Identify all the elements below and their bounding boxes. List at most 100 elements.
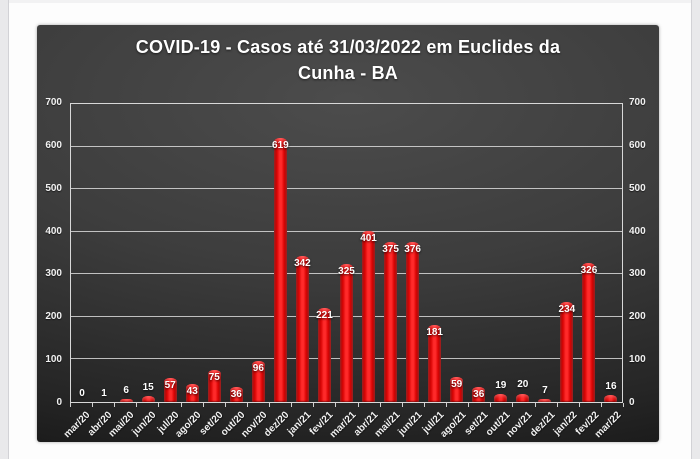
x-axis-tick (246, 403, 248, 407)
chart-title-line2: Cunha - BA (298, 63, 398, 83)
y-axis-label-left: 300 (45, 268, 62, 280)
bar-value-label: 43 (186, 385, 198, 397)
bar-value-label: 57 (164, 379, 176, 391)
y-axis-label-right: 400 (629, 225, 646, 237)
bar (472, 386, 486, 402)
bar-value-label: 375 (382, 244, 399, 256)
chart-title: COVID-19 - Casos até 31/03/2022 em Eucli… (37, 34, 659, 86)
bar (317, 307, 331, 402)
y-axis-label-left: 100 (45, 354, 62, 366)
x-axis-tick (224, 403, 226, 407)
bar (119, 399, 133, 402)
chart-frame: COVID-19 - Casos até 31/03/2022 em Eucli… (37, 25, 659, 442)
y-axis-label-right: 700 (629, 97, 646, 108)
y-axis-label-right: 100 (629, 354, 646, 366)
y-axis-label-left: 200 (45, 311, 62, 323)
x-axis-tick (357, 403, 359, 407)
page-edge-top (9, 0, 691, 3)
bar-value-label: 401 (360, 233, 377, 245)
y-axis-label-right: 200 (629, 311, 646, 323)
x-axis-tick (379, 403, 381, 407)
y-axis-label-right: 500 (629, 182, 646, 194)
bar (450, 376, 464, 402)
bar-value-label: 6 (123, 385, 129, 397)
bar-value-label: 19 (495, 379, 507, 391)
x-axis-tick (202, 403, 204, 407)
bar-value-label: 221 (316, 309, 333, 321)
bar (295, 256, 309, 402)
bar-value-label: 181 (426, 326, 443, 338)
x-axis-tick (70, 403, 71, 407)
y-axis-label-left: 0 (56, 397, 62, 408)
gridline-600 (71, 145, 622, 147)
bar (560, 302, 574, 402)
bar-value-label: 96 (252, 363, 264, 375)
y-axis-label-left: 500 (45, 182, 62, 194)
bar-value-label: 376 (404, 243, 421, 255)
bar (340, 263, 353, 402)
bar-value-label: 1 (101, 387, 107, 399)
x-axis-tick (600, 403, 602, 407)
bar-value-label: 15 (142, 381, 154, 393)
bar-value-label: 234 (558, 304, 576, 316)
bar-value-label: 36 (230, 388, 242, 400)
x-axis-tick (313, 403, 315, 407)
bar (538, 399, 552, 402)
x-axis-tick (401, 403, 403, 407)
bar (141, 395, 155, 402)
bar-value-label: 75 (208, 372, 220, 384)
chart-title-line1: COVID-19 - Casos até 31/03/2022 em Eucli… (135, 37, 561, 57)
x-axis-tick (180, 403, 182, 407)
page-edge-left (0, 0, 9, 459)
gridline-400 (71, 230, 622, 232)
bar (185, 383, 199, 402)
x-axis-tick (291, 403, 293, 407)
bar (207, 370, 221, 402)
x-axis-tick (92, 403, 94, 407)
bar (362, 231, 376, 402)
bar-value-label: 619 (272, 140, 289, 152)
bar-value-label: 36 (473, 388, 485, 400)
bar-value-label: 59 (451, 378, 463, 390)
bar-value-label: 326 (580, 265, 598, 277)
y-axis-label-right: 600 (629, 139, 646, 151)
x-axis-tick (446, 403, 448, 407)
plot-area: 0 1 6 15 57 43 75 36 96 619 342 221 325 401 375 376 181 5… (70, 103, 623, 403)
x-axis-tick (556, 403, 558, 407)
y-axis-label-right: 0 (629, 397, 635, 408)
bar (273, 138, 287, 402)
gridline-500 (71, 188, 622, 190)
page-edge-right (691, 0, 700, 459)
bar-value-label: 342 (294, 258, 311, 270)
bar (251, 361, 265, 402)
x-axis-tick (158, 403, 160, 407)
x-axis-tick (269, 403, 271, 407)
bar-value-label: 16 (605, 381, 617, 393)
bar-value-label: 7 (542, 385, 548, 397)
bar (229, 386, 243, 402)
bar (604, 395, 618, 402)
bar (384, 242, 398, 402)
x-axis-tick (136, 403, 138, 407)
bar (516, 393, 530, 402)
bar-value-label: 20 (517, 379, 529, 391)
x-axis-tick (468, 403, 470, 407)
bar (582, 263, 596, 402)
bar-value-label: 325 (338, 265, 355, 277)
x-axis-tick (423, 403, 425, 407)
x-axis-tick (114, 403, 116, 407)
y-axis-label-left: 400 (45, 225, 62, 237)
x-axis-tick (578, 403, 580, 407)
x-axis-tick (623, 403, 624, 407)
x-axis-tick (335, 403, 337, 407)
x-axis-tick (534, 403, 536, 407)
bar (494, 393, 508, 402)
x-axis-tick (490, 403, 492, 407)
bar (163, 377, 177, 402)
x-axis-tick (512, 403, 514, 407)
y-axis-label-right: 300 (629, 268, 646, 280)
bar (428, 324, 442, 402)
bar-value-label: 0 (79, 388, 85, 399)
bar (406, 241, 420, 402)
